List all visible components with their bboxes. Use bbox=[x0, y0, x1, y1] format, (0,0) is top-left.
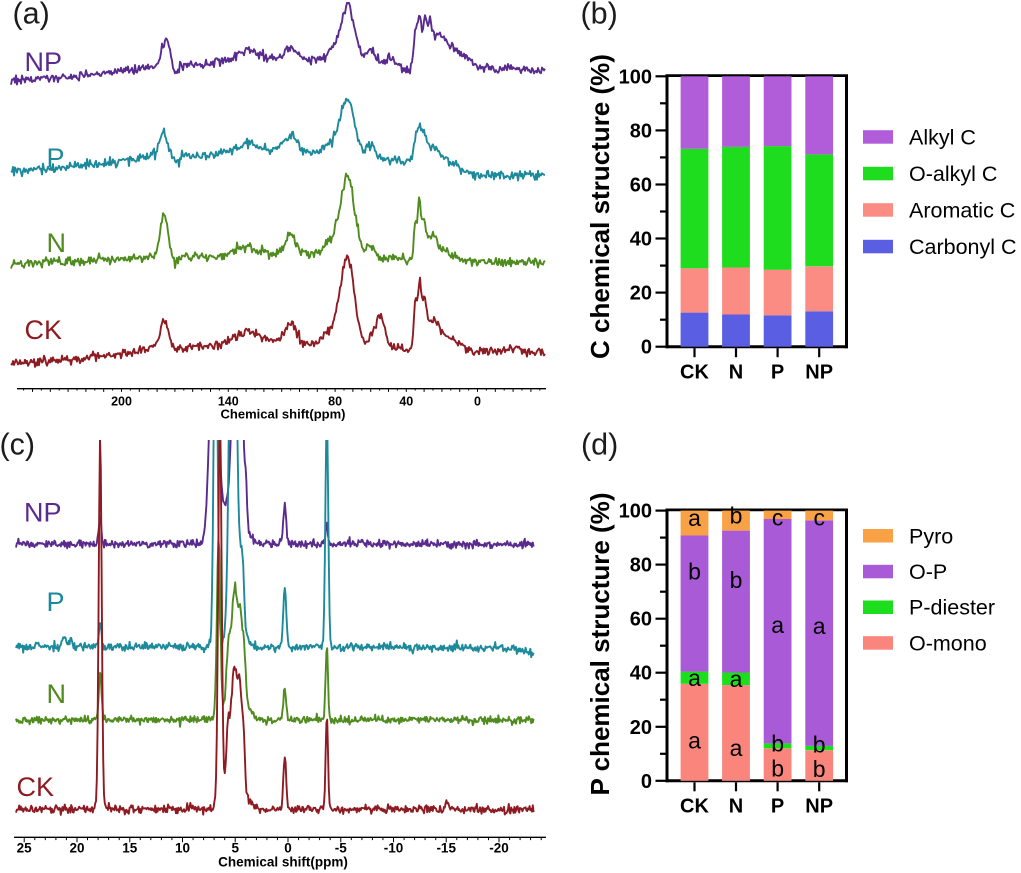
svg-text:80: 80 bbox=[328, 395, 342, 409]
svg-text:P: P bbox=[771, 362, 784, 384]
svg-text:b: b bbox=[771, 756, 784, 782]
svg-text:P: P bbox=[771, 796, 784, 818]
svg-text:NP: NP bbox=[25, 47, 63, 77]
svg-text:Alkyl C: Alkyl C bbox=[909, 126, 976, 150]
svg-text:CK: CK bbox=[17, 772, 55, 802]
svg-text:0: 0 bbox=[284, 841, 292, 856]
svg-text:40: 40 bbox=[630, 229, 652, 251]
svg-text:(a): (a) bbox=[13, 0, 50, 31]
svg-text:Carbonyl C: Carbonyl C bbox=[909, 235, 1017, 259]
svg-text:b: b bbox=[688, 559, 701, 585]
svg-text:80: 80 bbox=[630, 120, 652, 142]
svg-text:c: c bbox=[772, 505, 784, 531]
svg-text:O-mono: O-mono bbox=[909, 631, 987, 655]
svg-text:c: c bbox=[813, 505, 825, 531]
svg-text:40: 40 bbox=[630, 663, 652, 685]
svg-text:80: 80 bbox=[630, 555, 652, 577]
svg-text:0: 0 bbox=[641, 771, 652, 793]
svg-text:100: 100 bbox=[619, 501, 652, 523]
svg-text:140: 140 bbox=[218, 395, 239, 409]
svg-text:100: 100 bbox=[619, 66, 652, 88]
svg-text:-5: -5 bbox=[335, 841, 347, 856]
svg-text:a: a bbox=[813, 613, 826, 639]
svg-text:a: a bbox=[688, 665, 701, 691]
svg-text:25: 25 bbox=[17, 841, 33, 856]
svg-text:CK: CK bbox=[25, 315, 63, 345]
svg-text:N: N bbox=[729, 362, 743, 384]
svg-text:Aromatic C: Aromatic C bbox=[909, 199, 1015, 223]
svg-text:a: a bbox=[688, 505, 701, 531]
svg-text:a: a bbox=[730, 735, 743, 761]
svg-text:b: b bbox=[730, 567, 743, 593]
svg-text:-15: -15 bbox=[436, 841, 456, 856]
svg-text:N: N bbox=[47, 679, 67, 709]
svg-text:-10: -10 bbox=[384, 841, 404, 856]
svg-text:P: P bbox=[47, 587, 65, 617]
svg-text:O-P: O-P bbox=[909, 560, 947, 584]
svg-text:P-diester: P-diester bbox=[909, 596, 995, 620]
svg-text:15: 15 bbox=[122, 841, 138, 856]
svg-text:b: b bbox=[730, 503, 743, 529]
svg-text:b: b bbox=[813, 756, 826, 782]
svg-text:Chemical shift(ppm): Chemical shift(ppm) bbox=[218, 855, 348, 870]
svg-text:a: a bbox=[730, 666, 743, 692]
svg-text:CK: CK bbox=[680, 362, 709, 384]
svg-text:(c): (c) bbox=[0, 428, 35, 462]
svg-text:(b): (b) bbox=[581, 0, 618, 31]
svg-text:20: 20 bbox=[630, 283, 652, 305]
svg-text:-20: -20 bbox=[489, 841, 509, 856]
svg-text:NP: NP bbox=[24, 498, 62, 528]
svg-text:20: 20 bbox=[630, 717, 652, 739]
svg-text:Pyro: Pyro bbox=[909, 524, 953, 548]
svg-text:NP: NP bbox=[805, 796, 833, 818]
svg-text:0: 0 bbox=[641, 337, 652, 359]
svg-text:(d): (d) bbox=[581, 428, 618, 462]
svg-text:N: N bbox=[47, 228, 67, 258]
svg-text:60: 60 bbox=[630, 609, 652, 631]
svg-text:5: 5 bbox=[231, 841, 239, 856]
svg-text:b: b bbox=[813, 732, 826, 758]
svg-text:a: a bbox=[771, 612, 784, 638]
svg-text:40: 40 bbox=[399, 395, 413, 409]
svg-text:0: 0 bbox=[474, 395, 481, 409]
svg-text:a: a bbox=[688, 728, 701, 754]
svg-text:O-alkyl C: O-alkyl C bbox=[909, 162, 997, 186]
svg-text:P: P bbox=[47, 143, 65, 173]
svg-text:20: 20 bbox=[69, 841, 84, 856]
svg-text:b: b bbox=[771, 731, 784, 757]
svg-text:P chemical structure (%): P chemical structure (%) bbox=[585, 493, 615, 796]
svg-text:10: 10 bbox=[175, 841, 190, 856]
svg-text:Chemical shift(ppm): Chemical shift(ppm) bbox=[221, 407, 346, 422]
svg-text:C chemical structure (%): C chemical structure (%) bbox=[585, 54, 615, 359]
svg-text:CK: CK bbox=[680, 796, 709, 818]
svg-text:200: 200 bbox=[111, 395, 132, 409]
svg-text:NP: NP bbox=[805, 362, 833, 384]
svg-text:60: 60 bbox=[630, 175, 652, 197]
svg-text:N: N bbox=[729, 796, 743, 818]
